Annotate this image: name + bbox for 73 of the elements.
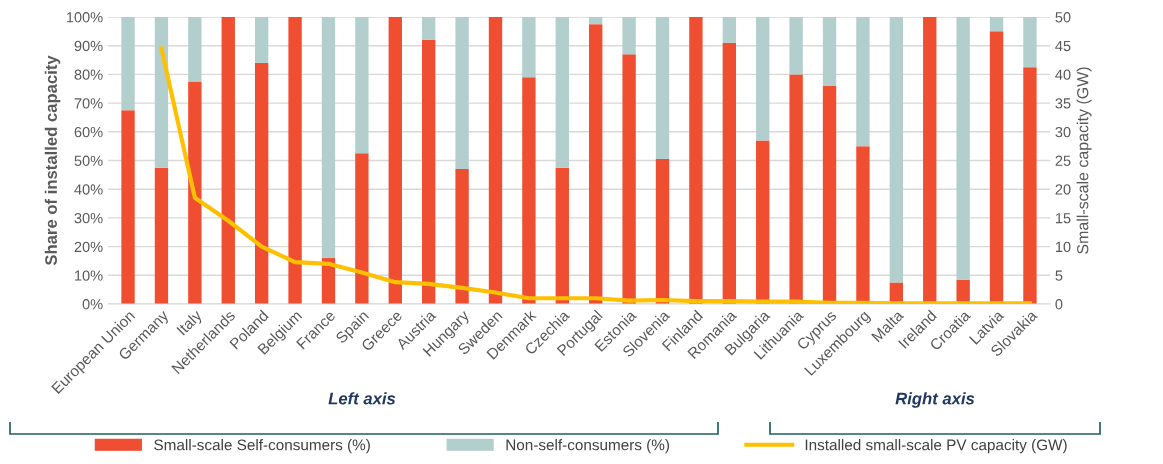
- bar: [555, 17, 569, 168]
- y-tick-label: 20%: [74, 241, 103, 253]
- bar: [522, 17, 536, 78]
- line-series: [159, 46, 1033, 304]
- y2-tick-label: 25: [1055, 155, 1071, 166]
- y2-tick-label: 45: [1055, 40, 1071, 52]
- bar: [288, 17, 302, 304]
- bar: [1023, 67, 1037, 304]
- y2-tick-label: 20: [1055, 184, 1071, 195]
- y2-tick-label: 40: [1055, 69, 1071, 80]
- bar: [422, 17, 436, 40]
- y-tick-label: 70%: [74, 98, 103, 109]
- bar: [188, 17, 202, 82]
- y-axis-title: Share of installed capacity: [44, 55, 61, 266]
- bar: [254, 17, 269, 63]
- y-tick-label: 80%: [74, 69, 103, 80]
- bar: [889, 17, 904, 283]
- bar: [1023, 17, 1037, 68]
- bar: [355, 17, 369, 154]
- y2-tick-label: 5: [1055, 270, 1063, 281]
- legend-label: Installed small-scale PV capacity (GW): [805, 439, 1067, 454]
- bar: [522, 77, 536, 304]
- y2-tick-label: 10: [1055, 241, 1071, 253]
- y-tick-label: 60%: [74, 126, 103, 138]
- bar: [455, 169, 469, 304]
- y-tick-label: 100%: [66, 12, 103, 23]
- y2-tick-label: 35: [1055, 98, 1071, 109]
- y-tick-label: 0%: [82, 299, 103, 310]
- y2-tick-label: 30: [1055, 126, 1071, 138]
- bar: [822, 17, 837, 86]
- bar: [188, 81, 202, 304]
- bar: [355, 153, 369, 304]
- bar: [989, 31, 1004, 304]
- bar: [422, 39, 436, 304]
- y-tick-label: 40%: [74, 184, 103, 195]
- bar: [756, 17, 770, 141]
- bar: [154, 17, 169, 168]
- bar: [254, 62, 269, 304]
- y-tick-label: 10%: [75, 270, 103, 281]
- bar: [589, 24, 603, 304]
- bar: [655, 17, 670, 160]
- y-tick-label: 30%: [74, 213, 103, 224]
- bar: [455, 17, 469, 170]
- bar: [321, 17, 336, 259]
- y-tick-label: 90%: [74, 40, 103, 52]
- bar: [622, 54, 636, 304]
- y2-axis-title: Small-scale capacity (GW): [1076, 67, 1092, 254]
- text: Right axis: [895, 392, 975, 408]
- y-tick-label: 50%: [74, 155, 103, 166]
- bar: [221, 17, 235, 304]
- bar: [923, 17, 937, 304]
- bar: [722, 17, 736, 43]
- bar: [856, 17, 870, 147]
- y2-tick-label: 0: [1055, 299, 1063, 310]
- y2-tick-label: 15: [1055, 213, 1071, 224]
- bar: [154, 167, 169, 304]
- y2-tick-label: 50: [1055, 12, 1071, 23]
- text: Left axis: [328, 392, 396, 405]
- legend-label: Small-scale Self-consumers (%): [154, 439, 370, 454]
- bar: [121, 110, 135, 304]
- bar: [956, 17, 970, 280]
- bar: [856, 146, 870, 304]
- bar: [488, 17, 503, 304]
- bar: [789, 17, 803, 75]
- legend-label: Non-self-consumers (%): [506, 439, 670, 454]
- bar: [555, 167, 569, 304]
- bar: [388, 17, 402, 304]
- bar: [989, 17, 1004, 32]
- bar: [121, 17, 135, 111]
- bar: [589, 17, 603, 25]
- bar: [655, 159, 670, 304]
- bar: [822, 85, 837, 304]
- bar: [622, 17, 636, 55]
